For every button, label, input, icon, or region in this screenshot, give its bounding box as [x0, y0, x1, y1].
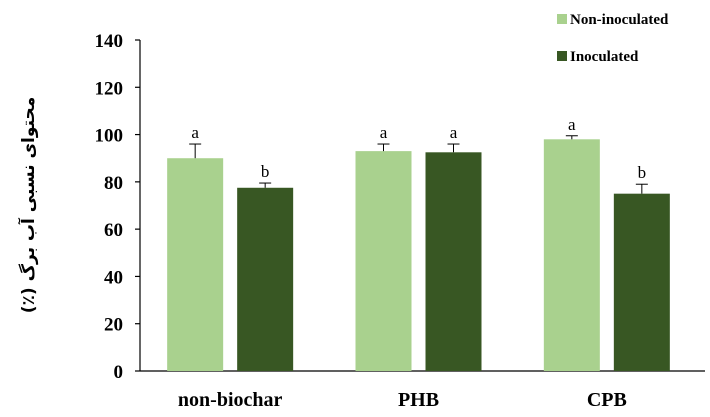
- significance-letter: a: [191, 123, 199, 142]
- y-tick-label: 60: [104, 220, 123, 241]
- legend-swatch: [557, 14, 567, 24]
- legend-label: Non-inoculated: [570, 12, 669, 28]
- bars: [167, 135, 670, 371]
- bar: [167, 158, 224, 371]
- y-axis-title: محتوای نسبی آب برگ (٪): [17, 97, 39, 313]
- bar: [355, 151, 412, 371]
- labels: a b non-biochar a a PHB a b CPB: [178, 115, 646, 411]
- significance-letter: a: [450, 123, 458, 142]
- legend: Non-inoculated Inoculated: [557, 12, 669, 65]
- significance-letter: b: [638, 163, 647, 182]
- significance-letter: b: [261, 162, 270, 181]
- x-category-label: PHB: [398, 389, 439, 411]
- y-tick-label: 40: [104, 267, 123, 288]
- x-category-label: non-biochar: [178, 389, 283, 411]
- bar: [543, 139, 600, 371]
- x-category-label: CPB: [587, 389, 627, 411]
- y-tick-label: 100: [95, 126, 124, 147]
- y-tick-label: 120: [95, 78, 124, 99]
- y-tick-label: 20: [104, 315, 123, 336]
- significance-letter: a: [568, 115, 576, 134]
- y-tick-label: 140: [95, 31, 124, 52]
- significance-letter: a: [380, 123, 388, 142]
- legend-swatch: [557, 51, 567, 61]
- bar: [425, 152, 482, 371]
- bar: [613, 193, 670, 371]
- axes: 0 20 40 60 80 100 120 140: [95, 31, 705, 383]
- bar: [237, 187, 294, 371]
- y-tick-label: 80: [104, 173, 123, 194]
- legend-label: Inoculated: [570, 49, 639, 65]
- y-tick-label: 0: [114, 362, 124, 383]
